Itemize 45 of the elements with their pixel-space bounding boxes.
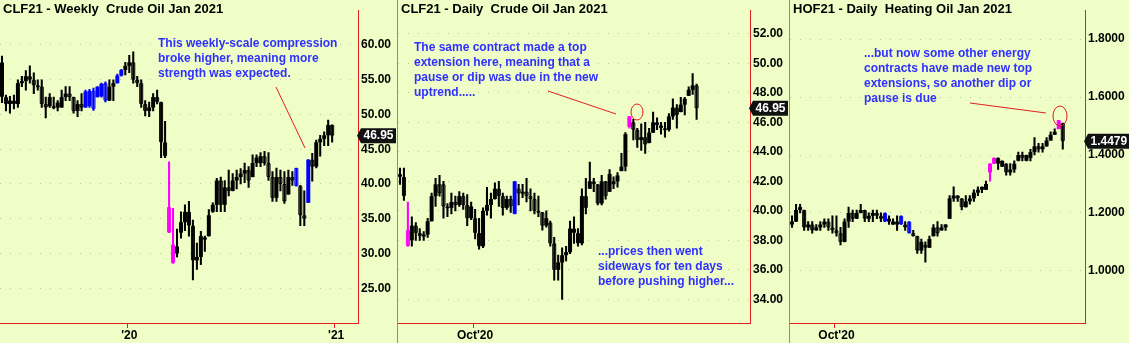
candlestick xyxy=(131,51,136,84)
y-tick-label: 36.00 xyxy=(753,262,784,277)
y-tick-label: 46.00 xyxy=(753,114,784,129)
y-tick-label: 44.00 xyxy=(753,144,784,159)
y-tick-label: 25.00 xyxy=(361,280,392,295)
text: 1.4479 xyxy=(1090,133,1128,148)
y-tick-label: 34.00 xyxy=(753,291,784,306)
annotation: ...but now some other energy contracts have made new top extensions, so another dip or pause is due xyxy=(864,46,1033,106)
candlestick xyxy=(405,201,410,247)
y-tick-label: 1.6000 xyxy=(1088,89,1126,104)
y-tick-label: 50.00 xyxy=(361,106,392,121)
y-tick-label: 55.00 xyxy=(361,72,392,87)
candlestick xyxy=(935,221,940,237)
y-tick-label: 50.00 xyxy=(753,55,784,70)
x-tick-label: Oct'20 xyxy=(457,327,494,342)
y-tick-label: 30.00 xyxy=(361,245,392,260)
y-tick-label: 42.00 xyxy=(753,173,784,188)
annotation: ...prices then went sideways for ten days before pushing higher... xyxy=(598,244,735,289)
y-tick-label: 48.00 xyxy=(753,85,784,100)
annotation: The same contract made a top extension here, meaning that a pause or dip was due in the new uptrend..... xyxy=(414,40,599,100)
annotation: This weekly-scale compression broke higher, meaning more strength was expected. xyxy=(158,36,338,81)
y-tick-label: 1.2000 xyxy=(1088,205,1126,220)
chart-title: HOF21 - Daily Heating Oil Jan 2021 xyxy=(793,1,1012,17)
x-tick-label: '20 xyxy=(121,327,138,342)
text: 46.95 xyxy=(755,101,786,116)
chart-title: CLF21 - Daily Crude Oil Jan 2021 xyxy=(401,1,608,17)
candlestick xyxy=(171,207,176,264)
y-tick-label: 1.0000 xyxy=(1088,263,1126,278)
y-tick-label: 1.4000 xyxy=(1088,147,1126,162)
x-tick-label: '21 xyxy=(328,327,345,342)
candlestick xyxy=(298,185,303,227)
x-tick-label: Oct'20 xyxy=(818,327,855,342)
y-tick-label: 60.00 xyxy=(361,37,392,52)
candlestick xyxy=(615,172,620,188)
y-tick-label: 1.8000 xyxy=(1088,31,1126,46)
candlestick xyxy=(401,167,406,201)
candlestick xyxy=(465,194,470,226)
y-tick-label: 38.00 xyxy=(753,232,784,247)
text: 46.95 xyxy=(363,128,394,143)
y-tick-label: 40.00 xyxy=(753,203,784,218)
y-tick-label: 40.00 xyxy=(361,176,392,191)
y-tick-label: 52.00 xyxy=(753,26,784,41)
y-tick-label: 35.00 xyxy=(361,211,392,226)
y-tick-label: 45.00 xyxy=(361,141,392,156)
chart-title: CLF21 - Weekly Crude Oil Jan 2021 xyxy=(3,1,224,17)
